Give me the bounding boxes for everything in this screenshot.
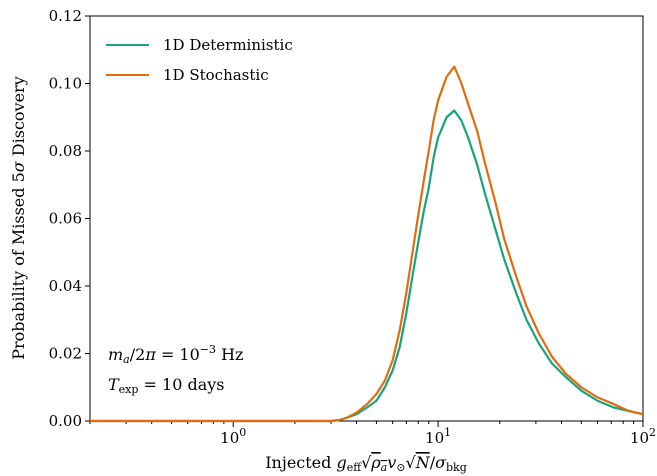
x-axis-label: Injected geff√ρav⊙√N/σbkg (265, 453, 467, 474)
y-tick-label: 0.12 (49, 7, 82, 25)
y-tick-label: 0.08 (49, 142, 82, 160)
x-tick-label: 100 (220, 426, 246, 447)
y-tick-label: 0.00 (49, 412, 82, 430)
x-ticks: 100 101 102 (89, 421, 656, 447)
y-axis-label: Probability of Missed 5σ Discovery (9, 76, 28, 359)
y-ticks: 0.00 0.02 0.04 0.06 0.08 0.10 0.12 (49, 7, 90, 430)
y-tick-label: 0.02 (49, 345, 82, 363)
y-tick-label: 0.10 (49, 75, 82, 93)
series-layer (90, 65, 644, 423)
annotation-exposure: Texp = 10 days (108, 375, 225, 396)
legend-label-deterministic: 1D Deterministic (163, 36, 293, 54)
series-line-1d-deterministic (90, 109, 644, 423)
legend-label-stochastic: 1D Stochastic (163, 66, 269, 84)
y-tick-label: 0.06 (49, 210, 82, 228)
series-line-1d-stochastic (90, 65, 644, 423)
annotation-mass: ma/2π = 10−3 Hz (108, 343, 243, 366)
legend: 1D Deterministic 1D Stochastic (106, 36, 293, 84)
x-tick-label: 101 (425, 426, 451, 447)
y-tick-label: 0.04 (49, 277, 82, 295)
annotation-block: ma/2π = 10−3 Hz Texp = 10 days (108, 343, 243, 396)
x-tick-label: 102 (630, 426, 656, 447)
